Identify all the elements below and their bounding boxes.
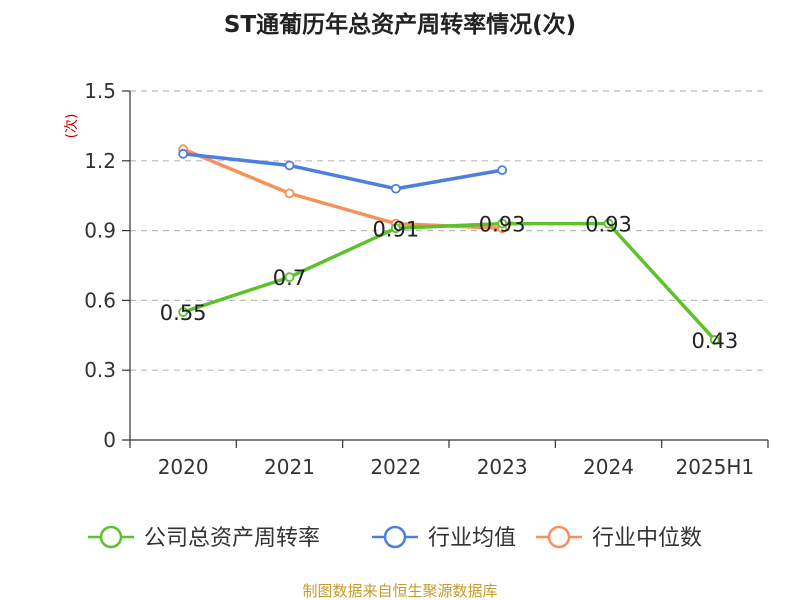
data-point <box>390 183 401 194</box>
data-label: 0.91 <box>372 217 419 241</box>
legend-marker <box>99 525 123 549</box>
data-label: 0.7 <box>273 266 306 290</box>
legend-label: 行业中位数 <box>592 526 702 551</box>
source-note: 制图数据来自恒生聚源数据库 <box>302 582 497 600</box>
legend-marker <box>383 525 407 549</box>
chart-title: ST通葡历年总资产周转率情况(次) <box>224 11 576 38</box>
y-tick-label: 0.6 <box>84 288 116 312</box>
x-tick-label: 2021 <box>264 455 315 479</box>
x-tick-label: 2020 <box>158 455 209 479</box>
y-tick-label: 1.2 <box>84 149 116 173</box>
data-point <box>497 165 508 176</box>
data-point <box>178 307 189 317</box>
y-tick-label: 0.9 <box>84 219 116 243</box>
data-point <box>284 188 295 199</box>
legend-marker <box>547 525 571 549</box>
legend-label: 行业均值 <box>428 526 516 551</box>
y-tick-label: 1.5 <box>84 79 116 103</box>
data-label: 0.93 <box>585 213 632 237</box>
data-point <box>390 223 401 234</box>
data-point <box>284 160 295 171</box>
data-point <box>284 272 295 283</box>
series-line <box>182 221 717 342</box>
legend-label: 公司总资产周转率 <box>144 526 320 551</box>
y-axis-label: (次) <box>64 114 80 139</box>
y-tick-label: 0.3 <box>84 358 116 382</box>
series-layer <box>178 144 720 345</box>
data-label: 0.93 <box>479 213 526 237</box>
x-tick-label: 2025H1 <box>675 455 754 479</box>
data-point <box>603 218 614 229</box>
grid-lines <box>130 90 768 371</box>
x-tick-label: 2022 <box>370 455 421 479</box>
series-line <box>182 152 503 191</box>
data-point <box>497 218 508 229</box>
y-tick-label: 0 <box>103 428 116 452</box>
legend: 公司总资产周转率 行业均值 行业中位数 <box>88 525 702 551</box>
data-point <box>178 148 189 159</box>
data-labels: 0.55 0.7 0.91 0.93 0.93 0.43 <box>160 213 738 353</box>
axes: 0 0.3 0.6 0.9 1.2 1.5 2020 2021 2022 2023 2024 2025… <box>84 79 769 479</box>
data-label: 0.43 <box>691 329 738 353</box>
data-label: 0.55 <box>160 301 207 325</box>
data-point <box>709 335 720 345</box>
x-tick-label: 2024 <box>583 455 634 479</box>
x-tick-label: 2023 <box>477 455 528 479</box>
